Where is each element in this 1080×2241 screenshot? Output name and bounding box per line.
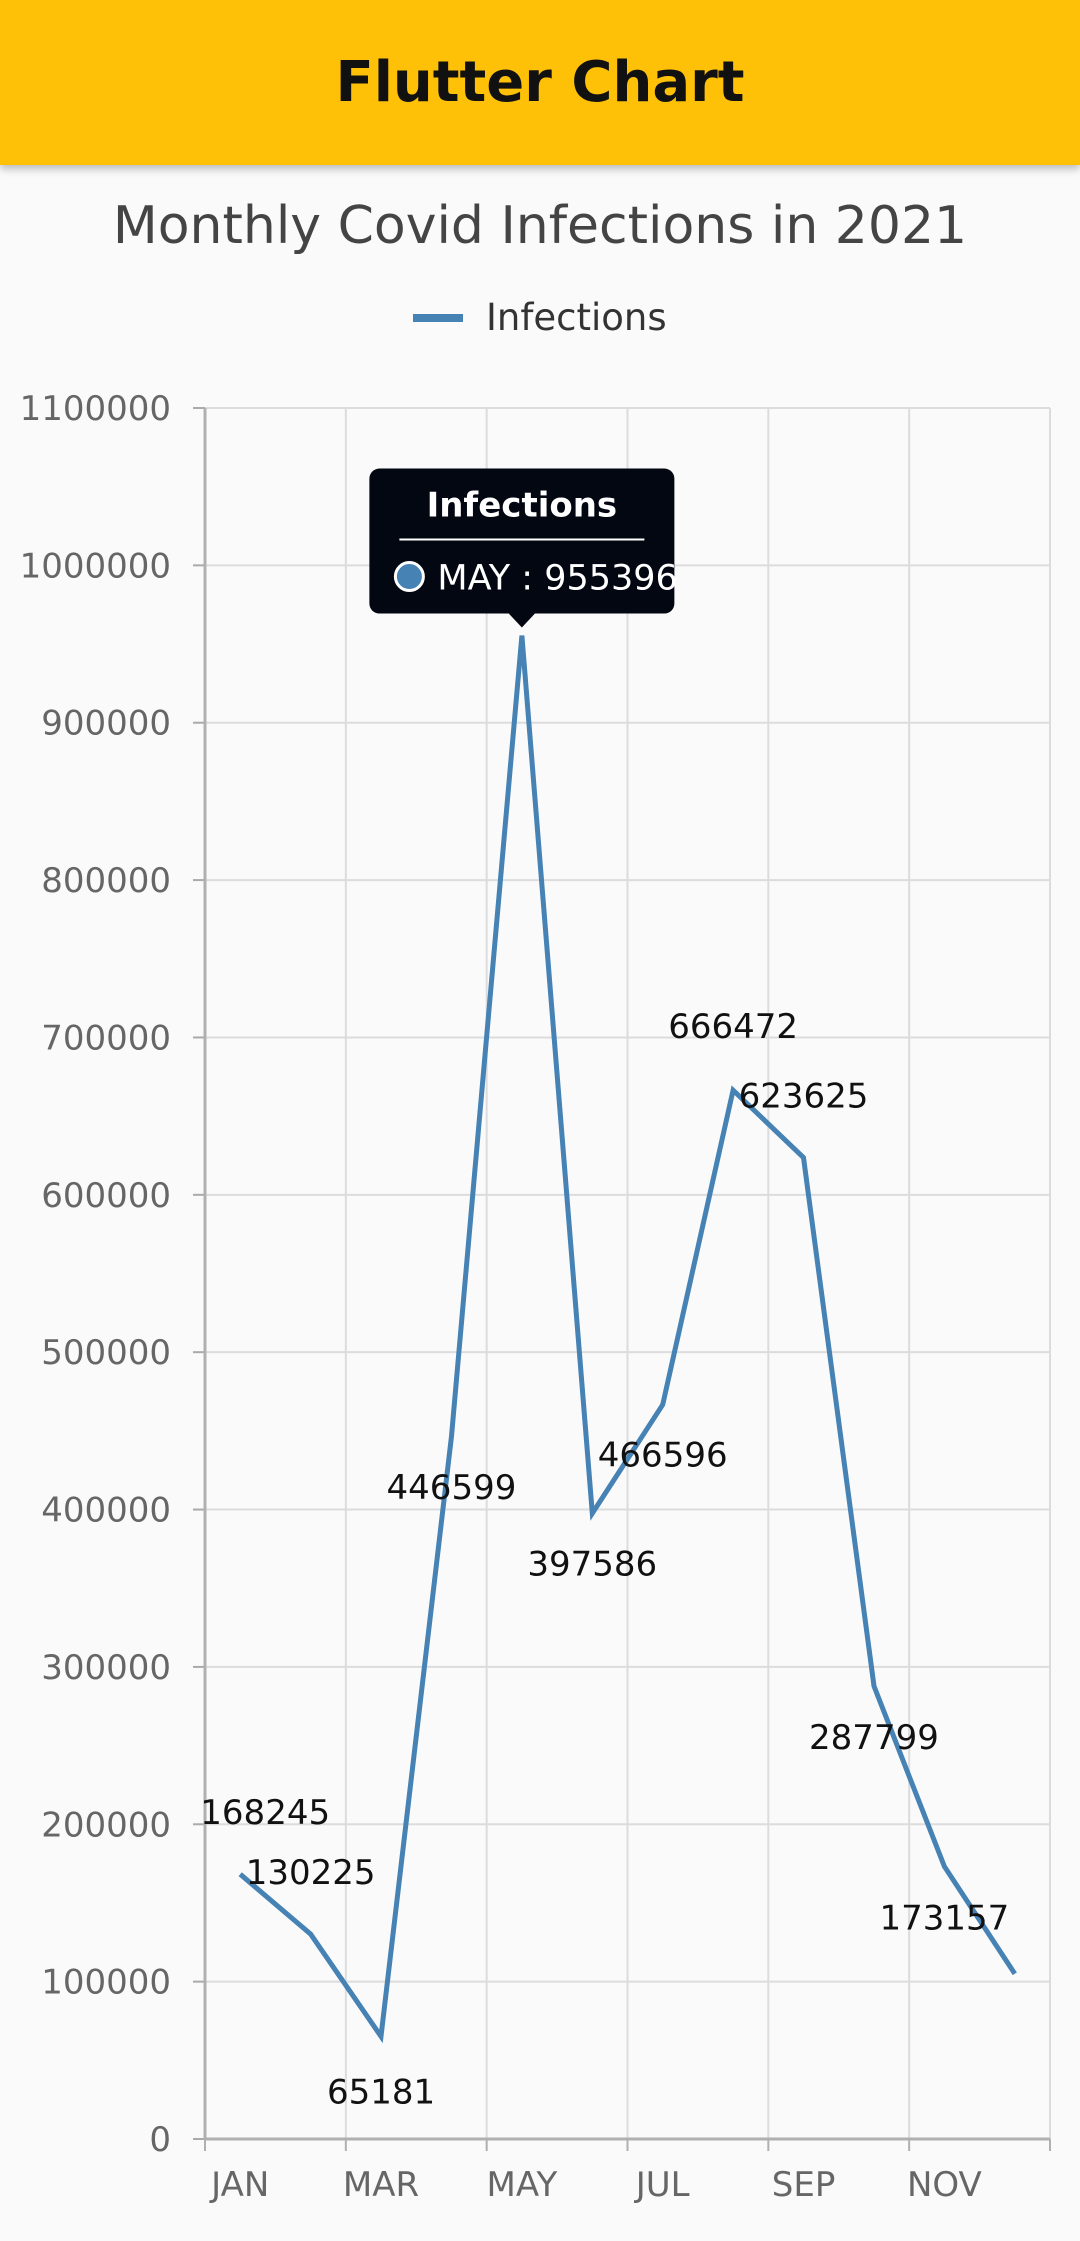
data-label: 397586 [527,1544,657,1584]
y-tick-label: 300000 [41,1648,171,1688]
series-line-infections [238,635,1017,2044]
data-label: 130225 [246,1853,376,1893]
y-tick-label: 1000000 [20,546,171,586]
x-tick-label: NOV [907,2165,982,2205]
legend-label: Infections [486,296,667,339]
app-bar-title: Flutter Chart [335,50,745,115]
tooltip-marker [393,561,425,593]
x-tick-label: JUL [634,2165,690,2205]
y-tick-label: 0 [149,2120,171,2160]
data-label: 666472 [668,1007,798,1047]
grid [205,407,1051,2139]
data-label: 287799 [809,1718,939,1758]
y-tick-label: 500000 [41,1333,171,1373]
series-infections [238,635,1017,2044]
x-tick-label: SEP [772,2165,836,2205]
y-tick-label: 800000 [41,861,171,901]
data-label: 446599 [387,1468,517,1508]
tooltip-title: Infections [427,486,618,526]
app-bar: Flutter Chart [0,0,1080,165]
y-tick-label: 600000 [41,1176,171,1216]
x-tick-label: MAY [487,2165,558,2205]
y-tick-label: 400000 [41,1491,171,1531]
y-tick-label: 200000 [41,1805,171,1845]
y-tick-label: 1100000 [20,389,171,429]
data-label: 623625 [739,1077,869,1117]
y-tick-label: 900000 [41,704,171,744]
data-label: 65181 [327,2072,435,2112]
y-tick-label: 700000 [41,1018,171,1058]
y-tick-label: 100000 [41,1963,171,2003]
data-label: 168245 [200,1793,330,1833]
data-label: 466596 [598,1436,728,1476]
axes: 0 100000 200000 300000 400000 500000 600000 700… [20,389,1051,2205]
data-label: 173157 [879,1899,1009,1939]
chart-title: Monthly Covid Infections in 2021 [113,196,967,256]
tooltip-pointer [507,612,536,628]
tooltip-text: MAY : 955396 [437,559,677,599]
tooltip: Infections MAY : 955396 [369,468,678,628]
x-tick-label: JAN [209,2165,269,2205]
tooltip-box [369,468,675,614]
legend[interactable]: Infections [413,296,667,339]
x-tick-label: MAR [343,2165,419,2205]
